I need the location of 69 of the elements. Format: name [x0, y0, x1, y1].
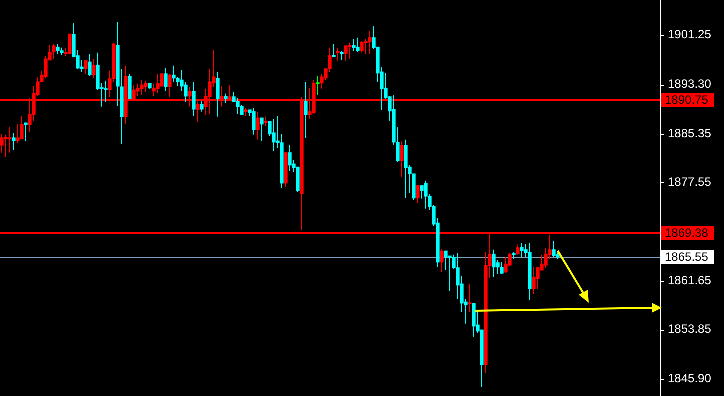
y-tick-label: 1861.65 [668, 274, 712, 288]
candlestick [92, 58, 96, 79]
candlestick [168, 73, 172, 98]
candlestick [552, 240, 556, 258]
candlestick [360, 40, 364, 54]
candlestick [156, 73, 160, 94]
candlestick [472, 302, 476, 338]
candlestick [24, 122, 28, 142]
y-tick-label: 1885.35 [668, 126, 712, 140]
y-tick-label: 1853.85 [668, 322, 712, 336]
candlestick [172, 65, 176, 83]
candlestick [336, 47, 340, 62]
ref-line-label: 1890.75 [665, 92, 709, 107]
candlestick [84, 60, 88, 74]
candlestick [260, 118, 264, 142]
candlestick [416, 184, 420, 204]
candlestick [8, 126, 12, 154]
candlestick [288, 144, 292, 172]
candlestick [164, 68, 168, 92]
candlestick [424, 180, 428, 210]
candlestick [200, 100, 204, 112]
candlestick [256, 111, 260, 140]
candlestick [144, 80, 148, 93]
candlestick [136, 83, 140, 97]
candlestick [468, 284, 472, 313]
candlestick [504, 256, 508, 274]
candlestick [536, 266, 540, 290]
candlestick [264, 116, 268, 127]
candlestick [44, 55, 48, 79]
y-tick-label: 1877.55 [668, 174, 712, 189]
candlestick [368, 30, 372, 55]
candlestick [68, 34, 72, 55]
candlestick [516, 244, 520, 256]
candlestick [532, 266, 536, 295]
candlestick [440, 248, 444, 273]
candlestick [400, 140, 404, 178]
candlestick [272, 118, 276, 152]
candlestick [316, 76, 320, 96]
ref-line-label: 1865.55 [665, 250, 709, 264]
candlestick [88, 54, 92, 77]
y-tick-label: 1845.90 [668, 372, 712, 386]
candlestick [20, 116, 24, 140]
candlestick [304, 82, 308, 139]
candlestick [252, 108, 256, 136]
candlestick [192, 82, 196, 117]
candlestick [16, 124, 20, 144]
candlestick [352, 38, 356, 52]
y-tick-label: 1901.25 [668, 27, 712, 42]
candlestick [236, 98, 240, 115]
candlestick [0, 134, 4, 154]
candlestick [420, 185, 424, 200]
candlestick [12, 132, 16, 151]
candlestick [216, 72, 220, 118]
ref-line-label: 1869.38 [665, 226, 709, 240]
candlestick [332, 44, 336, 58]
candlestick [356, 37, 360, 53]
candlestick [128, 73, 132, 100]
candlestick [520, 242, 524, 258]
y-tick-label: 1893.30 [668, 76, 712, 91]
candlestick [56, 44, 60, 55]
candlestick [492, 249, 496, 278]
candlestick [348, 42, 352, 60]
candlestick [224, 93, 228, 104]
candlestick [444, 250, 448, 271]
candlestick [140, 80, 144, 96]
candlestick [52, 44, 56, 60]
candlestick [340, 50, 344, 61]
candlestick [344, 46, 348, 62]
candlestick [404, 139, 408, 199]
